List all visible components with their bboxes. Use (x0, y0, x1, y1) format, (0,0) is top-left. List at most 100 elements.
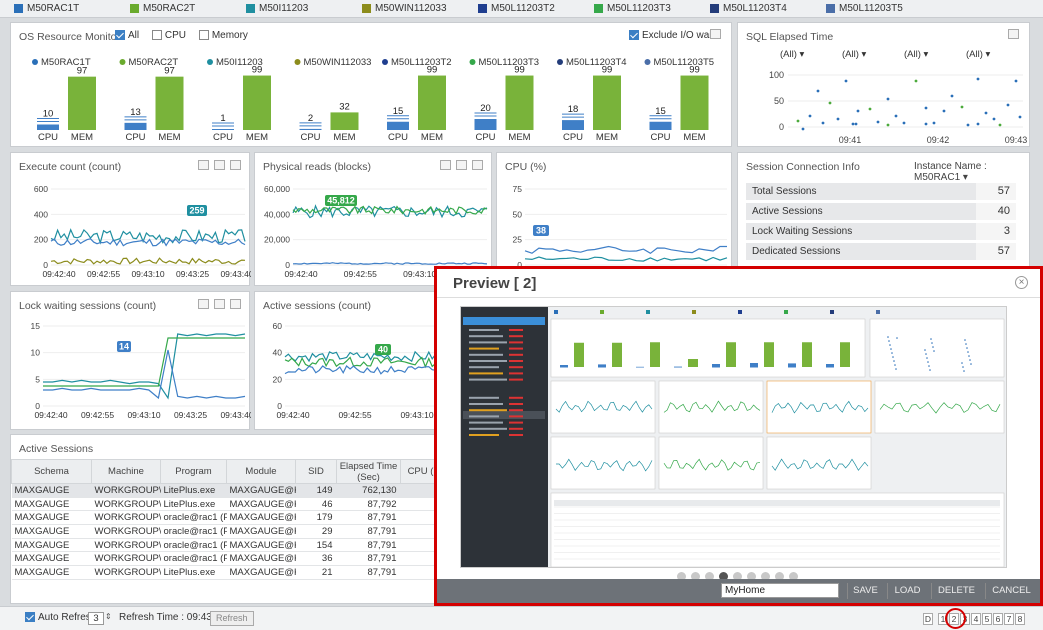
mem-value: 99 (602, 65, 613, 76)
thumb-sidebar-item-status (509, 378, 523, 381)
menu-icon[interactable] (472, 160, 483, 170)
layout-name-input[interactable]: MyHome (721, 583, 839, 598)
page-button[interactable]: D (923, 613, 933, 625)
thumb-cpu-bar (826, 364, 834, 368)
legend-swatch (130, 4, 139, 13)
value-badge-label: 259 (189, 206, 204, 216)
sql-filter-select[interactable]: (All) ▾ (780, 49, 805, 60)
cpu-bar (387, 121, 409, 130)
export-icon[interactable] (214, 299, 225, 309)
refresh-button[interactable]: Refresh (210, 611, 254, 626)
page-dot[interactable] (677, 572, 686, 581)
bar-chart-icon[interactable] (440, 160, 451, 170)
page-dot[interactable] (719, 572, 728, 581)
table-row[interactable]: MAXGAUGEWORKGROUP\...LitePlus.exeMAXGAUG… (11, 565, 441, 580)
table-row[interactable]: MAXGAUGEWORKGROUP\...LitePlus.exeMAXGAUG… (11, 483, 441, 498)
table-cell: MAXGAUGE (11, 510, 92, 526)
instance-radio (207, 59, 213, 65)
column-header[interactable]: Schema (11, 459, 92, 484)
sql-filter-select[interactable]: (All) ▾ (842, 49, 867, 60)
column-header[interactable]: Elapsed Time (Sec) (336, 459, 401, 484)
series-line (524, 245, 727, 255)
auto-refresh-checkbox[interactable]: Auto Refresh (25, 612, 96, 623)
y-tick: 600 (34, 184, 48, 194)
export-icon[interactable] (456, 160, 467, 170)
table-row[interactable]: MAXGAUGEWORKGROUP\...LitePlus.exeMAXGAUG… (11, 497, 441, 512)
session-info-label: Active Sessions (752, 206, 823, 217)
x-tick: 09:42 (927, 135, 950, 145)
page-button[interactable]: 6 (993, 613, 1003, 625)
legend-swatch (710, 4, 719, 13)
y-tick: 50 (513, 209, 523, 219)
mem-tick: MEM (683, 132, 705, 143)
cpu-tick: CPU (300, 132, 320, 143)
sql-elapsed-scatter: 100 50 0 09:41 09:42 09:43 (769, 70, 1027, 145)
column-header[interactable]: Program (160, 459, 227, 484)
thumb-scatter-point (961, 362, 963, 364)
instance-radio (469, 59, 476, 65)
page-dot[interactable] (775, 572, 784, 581)
page-dot[interactable] (747, 572, 756, 581)
session-info-value: 57 (976, 183, 1016, 200)
all-checkbox[interactable]: All (115, 30, 139, 41)
column-header[interactable]: Machine (91, 459, 161, 484)
page-dot[interactable] (789, 572, 798, 581)
export-icon[interactable] (214, 160, 225, 170)
thumb-cpu-bar (636, 366, 644, 368)
lock-waiting-chart: 15 10 5 009:42:40 09:42:55 09:43:10 09:43:25 09… (31, 321, 251, 420)
close-icon[interactable]: × (1015, 276, 1028, 289)
legend-label: M50L11203T3 (607, 3, 671, 14)
refresh-interval-input[interactable]: 3 (88, 612, 104, 625)
column-header[interactable]: Module (226, 459, 296, 484)
page-dot[interactable] (705, 572, 714, 581)
memory-checkbox[interactable]: Memory (198, 30, 248, 41)
scatter-point (924, 106, 928, 110)
cancel-button[interactable]: CANCEL (985, 583, 1037, 599)
chart-tools (198, 299, 241, 309)
thumb-panel (869, 318, 1005, 378)
menu-icon[interactable] (230, 299, 241, 309)
page-dot[interactable] (691, 572, 700, 581)
preview-header: Preview [ 2] × (437, 269, 1040, 297)
page-button[interactable]: 4 (971, 613, 981, 625)
instance-selector[interactable]: Instance Name : M50RAC1 ▾ (914, 161, 987, 183)
cpu-checkbox[interactable]: CPU (151, 30, 186, 41)
page-dot[interactable] (733, 572, 742, 581)
save-button[interactable]: SAVE (847, 583, 883, 599)
scatter-point (950, 94, 954, 98)
exclude-io-wait-checkbox[interactable]: Exclude I/O wait (629, 30, 714, 41)
column-header[interactable]: SID (295, 459, 337, 484)
table-cell: MAXGAUGE (11, 483, 92, 498)
load-button[interactable]: LOAD (887, 583, 927, 599)
instance-label: M50L11203T3 (479, 57, 540, 68)
page-button[interactable]: 5 (982, 613, 992, 625)
table-cell: MAXGAUGE@K... (226, 551, 296, 567)
thumb-scatter-point (933, 350, 935, 352)
thumb-scatter-point (970, 363, 972, 365)
delete-button[interactable]: DELETE (931, 583, 981, 599)
stepper-icon[interactable]: ⇕ (105, 612, 112, 621)
thumb-scatter-point (968, 355, 970, 357)
bar-chart-icon[interactable] (198, 299, 209, 309)
y-tick: 0 (277, 401, 282, 411)
page-button[interactable]: 7 (1004, 613, 1014, 625)
export-icon[interactable] (1008, 29, 1019, 39)
scatter-point (1006, 103, 1010, 107)
thumb-sidebar-item-status (509, 427, 523, 430)
page-button[interactable]: 8 (1015, 613, 1025, 625)
scatter-point (851, 122, 855, 126)
bar-chart-icon[interactable] (198, 160, 209, 170)
sql-filter-select[interactable]: (All) ▾ (904, 49, 929, 60)
series-line (524, 256, 728, 262)
page-dot[interactable] (761, 572, 770, 581)
sql-filter-select[interactable]: (All) ▾ (966, 49, 991, 60)
thumb-series-line (663, 400, 761, 413)
export-icon[interactable] (710, 29, 721, 39)
mem-value: 99 (514, 65, 525, 76)
menu-icon[interactable] (230, 160, 241, 170)
mem-bar (155, 76, 184, 130)
